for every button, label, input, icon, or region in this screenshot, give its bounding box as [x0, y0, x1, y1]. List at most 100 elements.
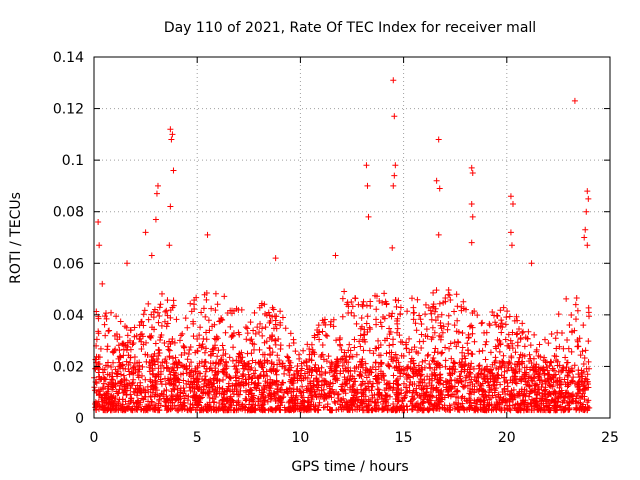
data-point: [562, 354, 569, 361]
data-point: [442, 363, 449, 370]
data-point: [136, 362, 143, 369]
data-point: [465, 334, 472, 341]
data-point: [530, 355, 537, 362]
data-point: [335, 398, 342, 405]
data-point: [146, 333, 153, 340]
data-point: [286, 385, 293, 392]
data-point: [389, 310, 396, 317]
data-point: [444, 405, 451, 412]
data-point: [296, 351, 303, 358]
data-point: [493, 345, 500, 352]
data-point: [400, 380, 407, 387]
data-point: [375, 379, 382, 386]
data-point: [570, 374, 577, 381]
data-point: [420, 385, 427, 392]
data-point: [106, 327, 113, 334]
data-point: [146, 368, 153, 375]
data-point: [204, 231, 211, 238]
data-point: [447, 340, 454, 347]
data-point: [469, 309, 476, 316]
data-point: [578, 405, 585, 412]
data-point: [375, 391, 382, 398]
data-point: [272, 392, 279, 399]
data-point: [237, 387, 244, 394]
data-point: [377, 368, 384, 375]
data-point: [336, 336, 343, 343]
data-point: [286, 372, 293, 379]
data-point: [386, 342, 393, 349]
data-point: [330, 323, 337, 330]
data-point: [161, 318, 168, 325]
data-point: [119, 361, 126, 368]
data-point: [197, 324, 204, 331]
data-point: [517, 351, 524, 358]
data-point: [176, 379, 183, 386]
data-point: [506, 313, 513, 320]
data-point: [555, 311, 562, 318]
data-point: [523, 364, 530, 371]
data-point: [153, 190, 160, 197]
data-point: [252, 402, 259, 409]
data-point: [461, 352, 468, 359]
data-point: [243, 380, 250, 387]
data-point: [412, 320, 419, 327]
data-point: [584, 188, 591, 195]
data-point: [96, 403, 103, 410]
data-point: [347, 353, 354, 360]
data-point: [108, 400, 115, 407]
data-point: [514, 342, 521, 349]
data-point: [453, 291, 460, 298]
data-point: [432, 372, 439, 379]
data-point: [208, 381, 215, 388]
data-point: [318, 352, 325, 359]
data-point: [344, 376, 351, 383]
data-point: [195, 398, 202, 405]
data-point: [505, 405, 512, 412]
data-point: [179, 330, 186, 337]
data-point: [170, 297, 177, 304]
data-point: [375, 337, 382, 344]
data-point: [484, 399, 491, 406]
data-point: [168, 366, 175, 373]
data-point: [171, 339, 178, 346]
data-point: [99, 366, 106, 373]
data-point: [304, 374, 311, 381]
data-point: [389, 244, 396, 251]
data-point: [339, 313, 346, 320]
data-point: [233, 381, 240, 388]
data-point: [161, 375, 168, 382]
data-point: [345, 347, 352, 354]
data-point: [390, 182, 397, 189]
data-point: [156, 304, 163, 311]
data-point: [483, 394, 490, 401]
data-point: [298, 392, 305, 399]
data-point: [480, 397, 487, 404]
data-point: [384, 335, 391, 342]
data-point: [152, 373, 159, 380]
data-point: [404, 388, 411, 395]
data-point: [252, 330, 259, 337]
data-point: [451, 308, 458, 315]
data-point: [349, 396, 356, 403]
data-point: [284, 354, 291, 361]
data-point: [257, 372, 264, 379]
data-point: [364, 182, 371, 189]
data-point: [376, 297, 383, 304]
data-point: [358, 373, 365, 380]
data-point: [448, 376, 455, 383]
data-point: [261, 359, 268, 366]
data-point: [256, 387, 263, 394]
data-point: [301, 370, 308, 377]
data-point: [212, 365, 219, 372]
data-point: [316, 336, 323, 343]
data-point: [280, 393, 287, 400]
data-point: [486, 389, 493, 396]
data-point: [496, 338, 503, 345]
data-point: [495, 393, 502, 400]
data-point: [255, 375, 262, 382]
data-point: [438, 325, 445, 332]
data-point: [422, 311, 429, 318]
data-point: [507, 193, 514, 200]
data-point: [354, 406, 361, 413]
data-point: [246, 397, 253, 404]
